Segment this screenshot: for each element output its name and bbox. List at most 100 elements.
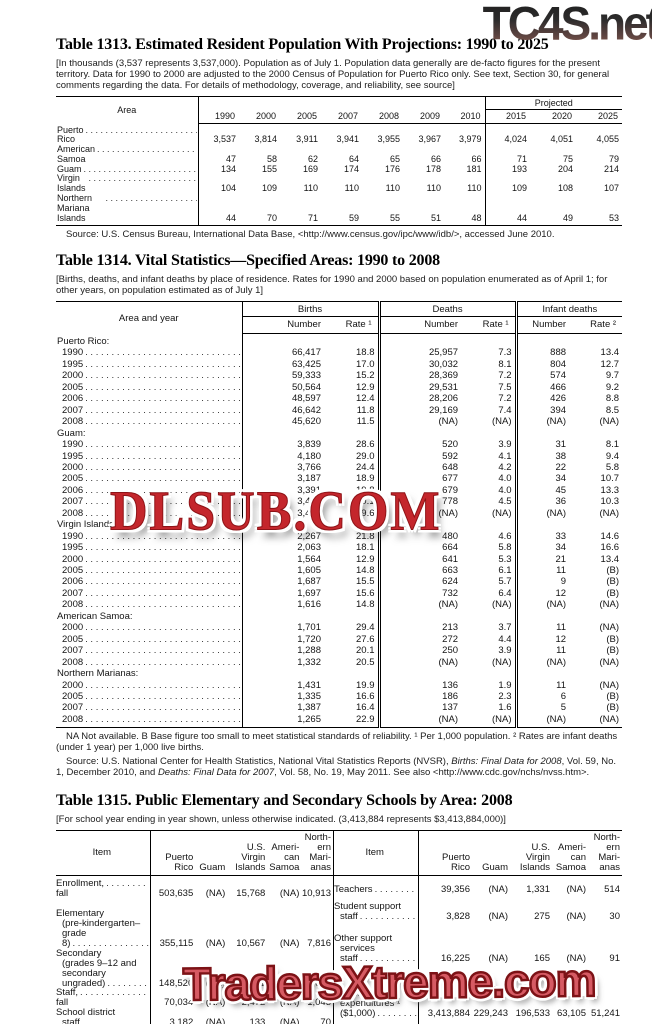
row-label: School district staff bbox=[56, 1008, 151, 1024]
cell: 466 bbox=[550, 381, 567, 393]
cell: 1,043 bbox=[307, 997, 331, 1009]
leader-dots bbox=[83, 405, 241, 416]
column-header-year: 2007 bbox=[321, 109, 362, 124]
cell: 39,356 bbox=[440, 883, 470, 895]
cell: (NA) bbox=[599, 622, 620, 634]
table-row: 1990 2,267 21.8 480 4.6 33 14.6 bbox=[56, 530, 622, 543]
leader-dots bbox=[83, 588, 241, 599]
leader-dots bbox=[358, 912, 417, 922]
cell: 4,055 bbox=[596, 134, 620, 145]
column-header-group: Deaths bbox=[379, 301, 518, 318]
cell: 155 bbox=[261, 163, 277, 174]
table-row: 2000 1,701 29.4 213 3.7 11 (NA) bbox=[56, 622, 622, 634]
cell: (NA) bbox=[546, 656, 567, 668]
cell bbox=[327, 519, 381, 531]
row-label: Puerto Rico bbox=[56, 123, 199, 146]
label-line: Other support bbox=[334, 932, 393, 944]
table-row: 2000 59,333 15.2 28,369 7.2 574 9.7 bbox=[56, 370, 622, 382]
table-row: 2005 50,564 12.9 29,531 7.5 466 9.2 bbox=[56, 381, 622, 394]
label-line: (pre-kindergarten– bbox=[62, 918, 141, 930]
cell: 28,369 bbox=[428, 370, 459, 382]
cell bbox=[572, 611, 622, 622]
cell: (NA) bbox=[464, 599, 518, 611]
label-text: 2008 bbox=[62, 416, 84, 428]
leader-dots bbox=[83, 691, 241, 702]
cell: 15.6 bbox=[327, 587, 381, 600]
label-text: Enrollment, fall bbox=[56, 879, 105, 900]
cell: 641 bbox=[442, 553, 459, 565]
leader-dots bbox=[83, 657, 241, 668]
label-text: Teachers bbox=[334, 884, 373, 895]
table-row: 2007 3,483 20.1 778 4.5 36 10.3 bbox=[56, 496, 622, 508]
schools-table-left: Item Puerto Rico Guam U.S. Virgin Islands Ameri… bbox=[56, 831, 334, 1024]
cell: (NA) bbox=[464, 507, 518, 520]
cell: 22 bbox=[555, 461, 567, 473]
cell: (NA) bbox=[279, 977, 300, 989]
cell: 148,520 bbox=[158, 977, 194, 989]
cell: (NA) bbox=[279, 888, 300, 900]
cell: 12 bbox=[555, 633, 567, 645]
cell: 11 bbox=[556, 679, 567, 691]
label-text: 2005 bbox=[62, 633, 84, 645]
cell: 3,187 bbox=[297, 473, 321, 485]
cell: 24.4 bbox=[327, 461, 381, 474]
cell: 49 bbox=[563, 212, 574, 223]
row-label: 1995 bbox=[56, 358, 243, 371]
cell: 11 bbox=[556, 565, 567, 577]
cell: 14.6 bbox=[600, 530, 620, 542]
row-label: 2008 bbox=[56, 599, 243, 611]
cell: 1.6 bbox=[464, 702, 518, 714]
column-header-year: 2020 bbox=[530, 109, 577, 124]
cell: 110 bbox=[426, 183, 441, 194]
cell: 648 bbox=[442, 461, 459, 473]
column-header-sub: Number bbox=[242, 316, 327, 335]
table-row: 2000 1,431 19.9 136 1.9 11 (NA) bbox=[56, 679, 622, 692]
leader-dots bbox=[83, 634, 241, 645]
cell: 12.4 bbox=[327, 393, 381, 405]
cell: 20.1 bbox=[327, 645, 381, 657]
row-label: Enrollment, fall bbox=[56, 875, 151, 900]
table-row: Enrollment, fall503,635(NA)15,768(NA)10,… bbox=[56, 875, 334, 900]
cell: (NA) bbox=[599, 679, 620, 691]
cell: 176 bbox=[384, 163, 400, 174]
cell: 250 bbox=[442, 645, 459, 657]
source-text: , Vol. 59, No. 1, December 2010, and bbox=[56, 756, 617, 779]
cell: (NA) bbox=[546, 713, 567, 725]
table-row: 2007 1,697 15.6 732 6.4 12 (B) bbox=[56, 587, 622, 600]
header-line: Virgin bbox=[525, 852, 550, 864]
label-text: 2007 bbox=[62, 496, 84, 508]
label-text: 2000 bbox=[62, 370, 84, 382]
cell: 7.2 bbox=[464, 370, 518, 382]
column-header-year: 2015 bbox=[484, 109, 531, 124]
leader-dots bbox=[83, 702, 241, 713]
cell: 66 bbox=[430, 153, 441, 164]
cell: 51,241 bbox=[590, 1008, 620, 1020]
label-text: 2008 bbox=[62, 713, 84, 725]
cell: 5,201 bbox=[241, 977, 266, 989]
cell: (NA) bbox=[205, 888, 226, 900]
cell: 18.8 bbox=[327, 347, 381, 359]
cell: 18.9 bbox=[327, 473, 381, 485]
cell: 18.1 bbox=[327, 542, 381, 554]
source-title-italic: Deaths: Final Data for 2007 bbox=[157, 767, 275, 779]
cell: 574 bbox=[550, 370, 567, 382]
column-header-area-year: Area and year bbox=[56, 301, 243, 334]
cell: 66,417 bbox=[291, 347, 321, 359]
table-row: 2005 3,187 18.9 677 4.0 34 10.7 bbox=[56, 473, 622, 485]
cell: 10.3 bbox=[600, 496, 620, 508]
cell bbox=[327, 610, 381, 623]
header-line: Puerto bbox=[165, 852, 194, 864]
label-text: 2005 bbox=[62, 565, 84, 577]
cell: 624 bbox=[442, 576, 459, 588]
cell: 3.7 bbox=[464, 622, 518, 634]
cell: 110 bbox=[344, 183, 359, 194]
row-label: Secondary (grades 9–12 and secondary ungrad… bbox=[56, 948, 151, 989]
cell: (B) bbox=[606, 576, 620, 588]
cell: 28.6 bbox=[327, 439, 381, 451]
cell: 1,720 bbox=[297, 633, 321, 645]
cell: 8.8 bbox=[605, 393, 620, 405]
label-line: Student support bbox=[334, 901, 402, 913]
row-label: 2007 bbox=[56, 645, 243, 657]
table1313-note: [In thousands (3,537 represents 3,537,00… bbox=[56, 58, 610, 91]
column-header-area: Ameri-can Samoa bbox=[552, 831, 588, 877]
